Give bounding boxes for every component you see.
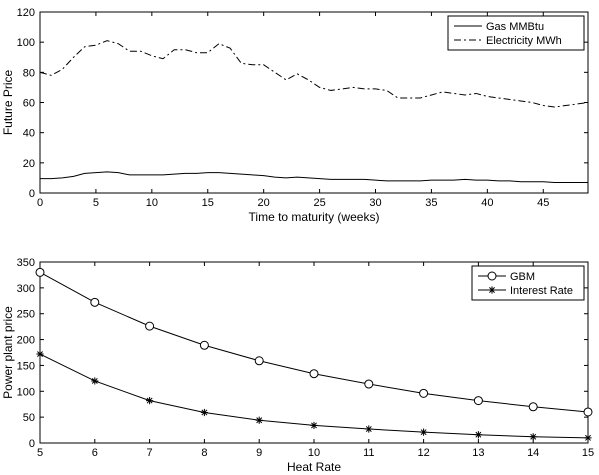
chart-2-legend: GBM Interest Rate <box>471 265 585 301</box>
chart-2-legend-marker-gbm <box>487 271 497 281</box>
chart-2-x-tick-label: 14 <box>527 447 539 459</box>
chart-2-legend-marker-interest-rate <box>488 286 496 294</box>
chart-1-electricity-mwh-line <box>40 40 588 108</box>
chart-2-interest-rate-point <box>474 431 482 439</box>
chart-1-x-tick-label: 40 <box>481 197 493 209</box>
chart-1-gas-mmbtu-line <box>40 171 588 183</box>
chart-2-interest-rate-point <box>146 396 154 405</box>
chart-1-y-tick-label: 100 <box>17 37 35 49</box>
chart-2-gbm-point <box>35 267 45 277</box>
chart-2-gbm-point <box>90 297 100 307</box>
chart-1-y-tick-label: 60 <box>23 98 35 110</box>
chart-2-x-tick-label: 6 <box>92 447 98 459</box>
chart-2-x-tick-label: 7 <box>147 447 153 459</box>
chart-2-gbm-point <box>199 340 209 350</box>
chart-2-gbm-point <box>419 388 429 398</box>
chart-2-x-tick-label: 5 <box>37 447 43 459</box>
chart-1-x-axis-label: Time to maturity (weeks) <box>249 210 380 224</box>
chart-2-y-tick-label: 0 <box>29 438 35 450</box>
chart-1-y-tick-label: 40 <box>23 128 35 140</box>
chart-2-x-tick-label: 12 <box>417 447 429 459</box>
chart-2-interest-rate-point <box>91 377 99 385</box>
chart-1-y-tick-label: 120 <box>17 7 35 19</box>
chart-2-x-tick-label: 15 <box>582 447 594 459</box>
chart-2-legend-label-gbm: GBM <box>510 271 535 283</box>
chart-2-x-tick-label: 11 <box>363 447 374 459</box>
chart-1-x-tick-label: 20 <box>258 197 270 209</box>
chart-2-x-tick-label: 9 <box>256 447 262 459</box>
chart-2-interest-rate-point <box>36 350 44 358</box>
chart-2-gbm-point <box>583 407 593 417</box>
chart-2-series-interest-rate <box>36 350 592 442</box>
chart-1-x-tick-label: 0 <box>37 197 43 209</box>
chart-2-series-gbm <box>35 267 593 417</box>
chart-2-y-tick-label: 100 <box>17 386 35 398</box>
chart-2-gbm-point <box>254 356 264 366</box>
chart-2-x-tick-label: 10 <box>308 447 320 459</box>
chart-2-x-axis-label: Heat Rate <box>287 460 341 474</box>
chart-1-legend-box <box>447 15 585 51</box>
chart-2-legend-box <box>471 265 585 301</box>
chart-2-interest-rate-point <box>310 421 318 430</box>
chart-2-y-tick-label: 200 <box>17 335 35 347</box>
chart-2-gbm-point <box>309 369 319 379</box>
chart-2-y-tick-label: 150 <box>17 360 35 372</box>
chart-1-x-tick-label: 10 <box>146 197 158 209</box>
chart-2-legend-label-interest-rate: Interest Rate <box>510 285 573 297</box>
chart-2-y-axis-label: Power plant price <box>1 306 15 399</box>
chart-2-interest-rate-point <box>365 425 373 433</box>
chart-1-legend-label-gas-mmbtu: Gas MMBtu <box>486 21 544 33</box>
chart-1-y-axis-label: Future Price <box>1 69 15 135</box>
chart-2-interest-rate-point <box>200 408 208 417</box>
chart-2-x-tick-label: 13 <box>472 447 484 459</box>
chart-1-series-electricity-mwh <box>40 40 588 108</box>
chart-2-y-tick-label: 300 <box>17 283 35 295</box>
chart-1-y-tick-label: 0 <box>29 188 35 200</box>
chart-2-gbm-point <box>364 379 374 389</box>
chart-1-x-tick-label: 35 <box>425 197 437 209</box>
chart-1-x-tick-label: 15 <box>202 197 214 209</box>
chart-1-series-gas-mmbtu <box>40 171 588 183</box>
chart-1-x-tick-label: 45 <box>537 197 549 209</box>
chart-2-interest-rate-point <box>584 434 592 442</box>
chart-1-y-tick-label: 80 <box>23 67 35 79</box>
chart-1-legend-label-electricity-mwh: Electricity MWh <box>486 35 562 47</box>
chart-1-x-tick-label: 30 <box>369 197 381 209</box>
chart-2-x-tick-label: 8 <box>201 447 207 459</box>
chart-2-interest-rate-point <box>420 428 428 436</box>
chart-2-gbm-point <box>145 321 155 331</box>
chart-1-x-tick-label: 5 <box>93 197 99 209</box>
chart-2-interest-rate-point <box>255 416 263 424</box>
chart-2: 5 6 7 8 9 10 11 12 13 14 15050100150200250300350He… <box>1 257 594 474</box>
chart-2-gbm-point <box>528 402 538 412</box>
chart-1-legend: Gas MMBtu Electricity MWh <box>447 15 585 51</box>
chart-2-y-tick-label: 350 <box>17 257 35 269</box>
chart-2-interest-rate-point <box>529 433 537 441</box>
chart-2-y-tick-label: 50 <box>23 412 35 424</box>
chart-2-y-tick-label: 250 <box>17 309 35 321</box>
chart-1-x-tick-label: 25 <box>313 197 325 209</box>
chart-1: 0 5 10 15 20 25 30 35 40 45 0 20 40 60 80 100 120 Time to… <box>1 7 589 224</box>
chart-1-y-tick-label: 20 <box>23 158 35 170</box>
chart-2-gbm-point <box>473 396 483 406</box>
